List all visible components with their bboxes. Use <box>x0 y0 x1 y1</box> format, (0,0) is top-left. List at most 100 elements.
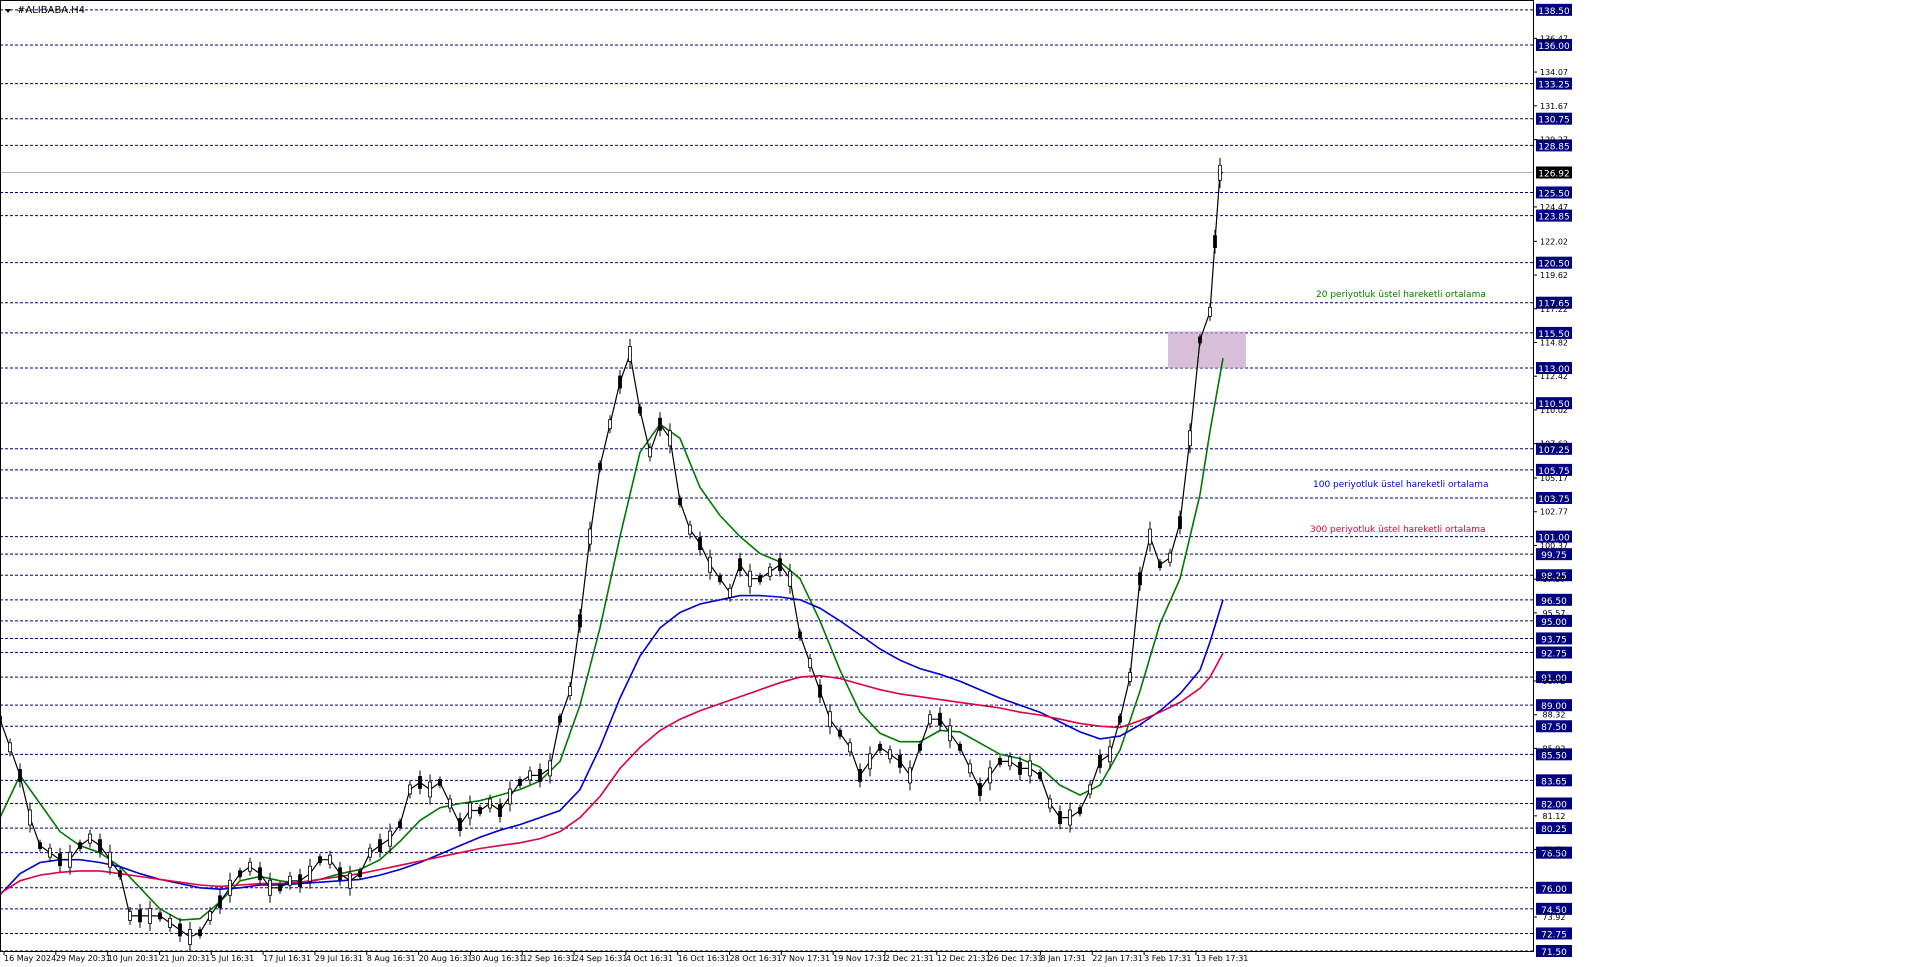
candle-body-87 <box>869 754 872 769</box>
x-label-12: 4 Oct 16:31 <box>626 954 673 963</box>
candle-body-1 <box>9 743 12 752</box>
candle-body-12 <box>119 871 122 877</box>
supply-zone <box>1168 332 1246 369</box>
candle-body-51 <box>509 789 512 804</box>
level-label-1: 136.00 <box>1538 42 1570 52</box>
y-tick-label-3: 129.27 <box>1540 135 1568 144</box>
level-label-7: 120.50 <box>1538 260 1570 270</box>
candle-body-93 <box>929 715 932 724</box>
y-tick-label-8: 114.82 <box>1540 338 1568 347</box>
candle-body-91 <box>909 768 912 783</box>
annotation-1: 100 periyotluk üstel hareketli ortalama <box>1313 480 1489 490</box>
candle-body-61 <box>609 420 612 429</box>
level-label-28: 80.25 <box>1541 825 1567 835</box>
candle-body-38 <box>379 840 382 852</box>
candle-body-72 <box>719 576 722 582</box>
candle-body-77 <box>769 567 772 576</box>
y-tick-label-18: 88.32 <box>1543 711 1566 720</box>
candle-body-14 <box>139 910 142 922</box>
x-label-23: 13 Feb 17:31 <box>1196 954 1248 963</box>
candle-body-97 <box>969 764 972 773</box>
candle-body-103 <box>1029 761 1032 776</box>
y-tick-label-11: 107.62 <box>1540 440 1568 449</box>
y-tick-label-22: 73.92 <box>1543 913 1566 922</box>
candle-body-88 <box>879 744 882 750</box>
candle-body-63 <box>629 346 632 361</box>
chart-title: #ALIBABA.H4 <box>17 5 85 16</box>
candle-body-116 <box>1159 562 1162 568</box>
x-label-3: 21 Jun 20:31 <box>159 954 210 963</box>
x-label-0: 16 May 2024 <box>4 954 56 963</box>
candle-body-119 <box>1189 431 1192 446</box>
level-label-16: 99.75 <box>1541 551 1567 561</box>
y-tick-label-17: 90.72 <box>1543 677 1566 686</box>
candle-body-19 <box>189 929 192 944</box>
candle-body-73 <box>729 588 732 597</box>
candle-body-96 <box>959 744 962 750</box>
candle-body-59 <box>589 529 592 544</box>
candle-body-98 <box>979 783 982 795</box>
candle-body-6 <box>59 854 62 866</box>
candle-body-111 <box>1109 747 1112 762</box>
candle-body-33 <box>329 855 332 864</box>
x-label-14: 28 Oct 16:31 <box>730 954 782 963</box>
candle-body-65 <box>649 448 652 457</box>
candle-body-85 <box>849 743 852 752</box>
candle-body-86 <box>859 769 862 781</box>
candle-body-89 <box>889 750 892 759</box>
candle-body-52 <box>519 779 522 785</box>
candle-body-23 <box>229 880 232 895</box>
y-tick-label-10: 110.02 <box>1540 406 1568 415</box>
level-label-19: 95.00 <box>1541 618 1567 628</box>
candle-body-78 <box>779 559 782 571</box>
candle-body-9 <box>89 834 92 843</box>
candle-body-48 <box>479 808 482 814</box>
candle-body-32 <box>319 857 322 863</box>
x-label-6: 29 Jul 16:31 <box>315 954 363 963</box>
level-label-21: 92.75 <box>1541 649 1567 659</box>
candle-body-40 <box>399 822 402 828</box>
candle-body-20 <box>199 930 202 936</box>
candle-body-123 <box>1219 165 1222 180</box>
candle-body-114 <box>1139 573 1142 585</box>
x-label-1: 29 May 20:31 <box>56 954 111 963</box>
candle-body-15 <box>149 908 152 923</box>
y-tick-label-13: 102.77 <box>1540 508 1568 517</box>
candle-body-94 <box>939 713 942 725</box>
candle-body-53 <box>529 771 532 780</box>
candle-body-57 <box>569 687 572 696</box>
level-label-5: 125.50 <box>1538 189 1570 199</box>
candle-body-17 <box>169 918 172 927</box>
candle-body-60 <box>599 463 602 469</box>
candle-body-7 <box>69 852 72 867</box>
candle-body-100 <box>999 758 1002 764</box>
level-label-32: 72.75 <box>1541 930 1567 940</box>
zone-layer <box>1168 332 1246 369</box>
x-label-8: 20 Aug 16:31 <box>419 954 473 963</box>
candle-body-36 <box>359 871 362 877</box>
candle-body-81 <box>809 659 812 668</box>
annotation-0: 20 periyotluk üstel hareketli ortalama <box>1316 290 1486 300</box>
candle-body-102 <box>1019 762 1022 774</box>
candle-body-37 <box>369 848 372 857</box>
x-label-4: 5 Jul 16:31 <box>211 954 254 963</box>
candle-body-67 <box>669 431 672 446</box>
candle-body-82 <box>819 685 822 697</box>
candle-body-30 <box>299 875 302 887</box>
candle-body-31 <box>309 866 312 881</box>
candle-body-28 <box>279 885 282 891</box>
x-label-17: 2 Dec 21:31 <box>885 954 934 963</box>
candle-body-70 <box>699 538 702 550</box>
candle-body-99 <box>989 768 992 783</box>
candle-body-18 <box>179 924 182 936</box>
level-label-0: 138.50 <box>1538 7 1570 17</box>
y-tick-label-4: 124.47 <box>1540 203 1568 212</box>
candle-body-13 <box>129 911 132 920</box>
candle-body-29 <box>289 876 292 885</box>
y-tick-label-9: 112.42 <box>1540 372 1568 381</box>
candle-body-66 <box>659 418 662 430</box>
x-label-19: 26 Dec 17:31 <box>989 954 1043 963</box>
